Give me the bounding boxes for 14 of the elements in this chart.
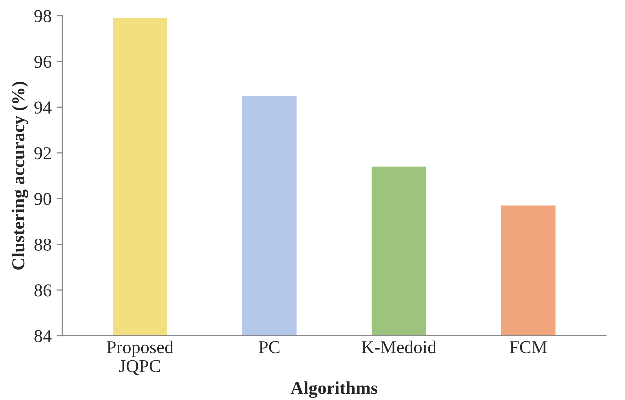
x-tick-label: K-Medoid (362, 340, 436, 354)
y-tick-label: 96 (34, 56, 52, 68)
x-tick-label: PC (259, 341, 280, 354)
x-tick-label: FCM (510, 341, 548, 354)
y-axis-title: Clustering accuracy (%) (12, 82, 28, 270)
y-tick-label: 88 (34, 238, 52, 252)
x-tick-label: Proposed JQPC (107, 340, 174, 376)
y-tick-label: 90 (34, 193, 52, 206)
y-tick-label: 86 (34, 284, 52, 297)
x-axis-title: Algorithms (290, 382, 378, 398)
y-tick-label: 92 (34, 147, 52, 160)
y-tick-label: 84 (34, 330, 52, 342)
y-tick-label: 94 (34, 102, 52, 114)
y-tick-label: 98 (34, 10, 52, 22)
